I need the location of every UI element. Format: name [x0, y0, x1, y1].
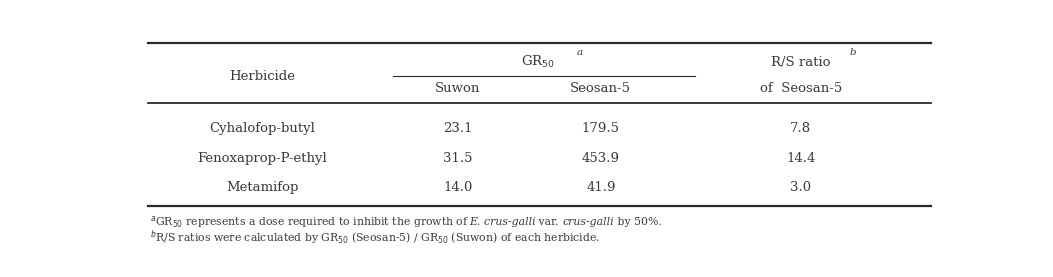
Text: crus-galli: crus-galli — [562, 217, 614, 227]
Text: Herbicide: Herbicide — [230, 70, 295, 83]
Text: GR$_{50}$: GR$_{50}$ — [520, 54, 555, 70]
Text: by 50%.: by 50%. — [614, 217, 661, 227]
Text: 3.0: 3.0 — [790, 181, 812, 194]
Text: a: a — [577, 48, 583, 57]
Text: Cyhalofop-butyl: Cyhalofop-butyl — [210, 122, 315, 135]
Text: Fenoxaprop-P-ethyl: Fenoxaprop-P-ethyl — [197, 152, 327, 165]
Text: 179.5: 179.5 — [582, 122, 620, 135]
Text: 14.4: 14.4 — [787, 152, 815, 165]
Text: $^{b}$R/S ratios were calculated by GR$_{50}$ (Seosan-5) / GR$_{50}$ (Suwon) of : $^{b}$R/S ratios were calculated by GR$_… — [150, 229, 599, 247]
Text: 7.8: 7.8 — [790, 122, 812, 135]
Text: Metamifop: Metamifop — [226, 181, 298, 194]
Text: 31.5: 31.5 — [443, 152, 473, 165]
Text: 41.9: 41.9 — [587, 181, 616, 194]
Text: 453.9: 453.9 — [582, 152, 620, 165]
Text: Suwon: Suwon — [435, 82, 481, 95]
Text: 23.1: 23.1 — [443, 122, 473, 135]
Text: E. crus-galli: E. crus-galli — [469, 217, 535, 227]
Text: of  Seosan-5: of Seosan-5 — [759, 82, 842, 95]
Text: $^{a}$GR$_{50}$ represents a dose required to inhibit the growth of: $^{a}$GR$_{50}$ represents a dose requir… — [150, 214, 469, 230]
Text: var.: var. — [535, 217, 562, 227]
Text: b: b — [850, 48, 856, 57]
Text: R/S ratio: R/S ratio — [771, 55, 831, 68]
Text: Seosan-5: Seosan-5 — [571, 82, 632, 95]
Text: 14.0: 14.0 — [443, 181, 473, 194]
